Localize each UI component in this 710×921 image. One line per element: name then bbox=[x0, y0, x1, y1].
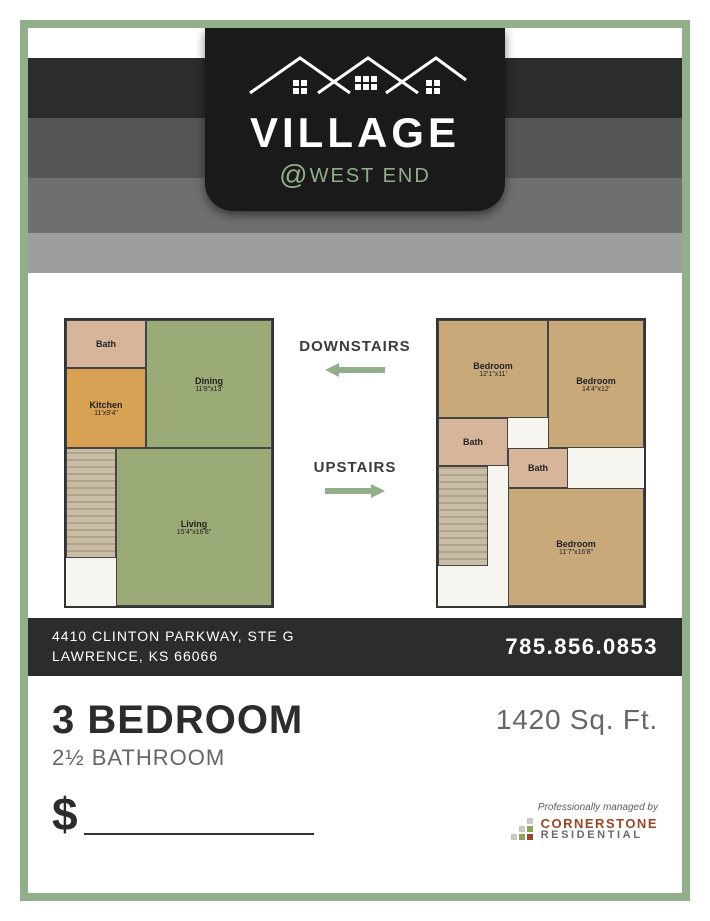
stairs-up bbox=[438, 466, 488, 566]
bath-count: 2½ BATHROOM bbox=[52, 745, 303, 771]
room-bath-up2: Bath bbox=[508, 448, 568, 488]
room-bed1: Bedroom 12'1"x11' bbox=[438, 320, 548, 418]
plan-labels: DOWNSTAIRS UPSTAIRS bbox=[275, 338, 435, 530]
logo-badge: VILLAGE @WEST END bbox=[205, 28, 505, 211]
page: VILLAGE @WEST END Bath Kitchen 11'x9'4" … bbox=[0, 0, 710, 921]
room-living-dim: 15'4"x16'8" bbox=[177, 529, 212, 536]
room-bed1-dim: 12'1"x11' bbox=[479, 371, 507, 378]
managed-tagline: Professionally managed by bbox=[511, 802, 658, 813]
room-living-label: Living bbox=[181, 519, 208, 529]
sqft: 1420 Sq. Ft. bbox=[496, 704, 658, 736]
room-dining: Dining 11'8"x13' bbox=[146, 320, 272, 448]
address-bar: 4410 CLINTON PARKWAY, STE G LAWRENCE, KS… bbox=[28, 618, 682, 676]
room-bath-up1: Bath bbox=[438, 418, 508, 466]
outer-frame: VILLAGE @WEST END Bath Kitchen 11'x9'4" … bbox=[20, 20, 690, 901]
plan-downstairs: Bath Kitchen 11'x9'4" Dining 11'8"x13' L… bbox=[64, 318, 274, 608]
room-bath-down: Bath bbox=[66, 320, 146, 368]
room-bed2-label: Bedroom bbox=[576, 376, 616, 386]
arrow-left-icon bbox=[325, 361, 385, 379]
room-bath-down-label: Bath bbox=[96, 339, 116, 349]
room-bed2-dim: 14'4"x12' bbox=[582, 386, 610, 393]
arrow-right-icon bbox=[325, 482, 385, 500]
phone-number: 785.856.0853 bbox=[505, 634, 658, 660]
cornerstone-logo: CORNERSTONE RESIDENTIAL bbox=[511, 817, 658, 841]
price-symbol: $ bbox=[52, 787, 78, 841]
price-field: $ bbox=[52, 787, 314, 841]
room-bed3-label: Bedroom bbox=[556, 539, 596, 549]
details-left: 3 BEDROOM 2½ BATHROOM bbox=[52, 698, 303, 771]
address-line2: LAWRENCE, KS 66066 bbox=[52, 647, 295, 667]
logo-subtitle-rest: WEST END bbox=[310, 165, 431, 187]
stairs-down bbox=[66, 448, 116, 558]
room-bath-up1-label: Bath bbox=[463, 437, 483, 447]
room-bed3-dim: 11'7"x16'8" bbox=[559, 549, 593, 556]
bed-count: 3 BEDROOM bbox=[52, 698, 303, 743]
cornerstone-squares-icon bbox=[511, 818, 533, 840]
plan-upstairs: Bedroom 12'1"x11' Bedroom 14'4"x12' Bath… bbox=[436, 318, 646, 608]
logo-subtitle: @WEST END bbox=[215, 159, 495, 191]
banner: VILLAGE @WEST END bbox=[28, 28, 682, 308]
room-dining-dim: 11'8"x13' bbox=[195, 386, 223, 393]
details-row: 3 BEDROOM 2½ BATHROOM 1420 Sq. Ft. bbox=[28, 676, 682, 781]
cornerstone-text: CORNERSTONE RESIDENTIAL bbox=[541, 817, 658, 841]
room-kitchen-dim: 11'x9'4" bbox=[94, 410, 118, 417]
price-line bbox=[84, 833, 314, 835]
address-line1: 4410 CLINTON PARKWAY, STE G bbox=[52, 627, 295, 647]
logo-title: VILLAGE bbox=[215, 109, 495, 157]
room-dining-label: Dining bbox=[195, 376, 223, 386]
room-bed3: Bedroom 11'7"x16'8" bbox=[508, 488, 644, 606]
logo-at: @ bbox=[279, 159, 309, 190]
address-text: 4410 CLINTON PARKWAY, STE G LAWRENCE, KS… bbox=[52, 627, 295, 666]
roofline-icon bbox=[240, 48, 470, 103]
bottom-row: $ Professionally managed by CORNERSTONE … bbox=[28, 781, 682, 853]
banner-band-4 bbox=[28, 233, 682, 273]
label-upstairs: UPSTAIRS bbox=[275, 459, 435, 476]
room-kitchen: Kitchen 11'x9'4" bbox=[66, 368, 146, 448]
managed-by: Professionally managed by CORNERSTONE RE… bbox=[511, 802, 658, 841]
room-living: Living 15'4"x16'8" bbox=[116, 448, 272, 606]
floor-plans: Bath Kitchen 11'x9'4" Dining 11'8"x13' L… bbox=[28, 308, 682, 618]
room-kitchen-label: Kitchen bbox=[89, 400, 122, 410]
room-bed1-label: Bedroom bbox=[473, 361, 513, 371]
room-bed2: Bedroom 14'4"x12' bbox=[548, 320, 644, 448]
label-downstairs: DOWNSTAIRS bbox=[275, 338, 435, 355]
cornerstone-line2: RESIDENTIAL bbox=[541, 830, 658, 841]
room-bath-up2-label: Bath bbox=[528, 463, 548, 473]
